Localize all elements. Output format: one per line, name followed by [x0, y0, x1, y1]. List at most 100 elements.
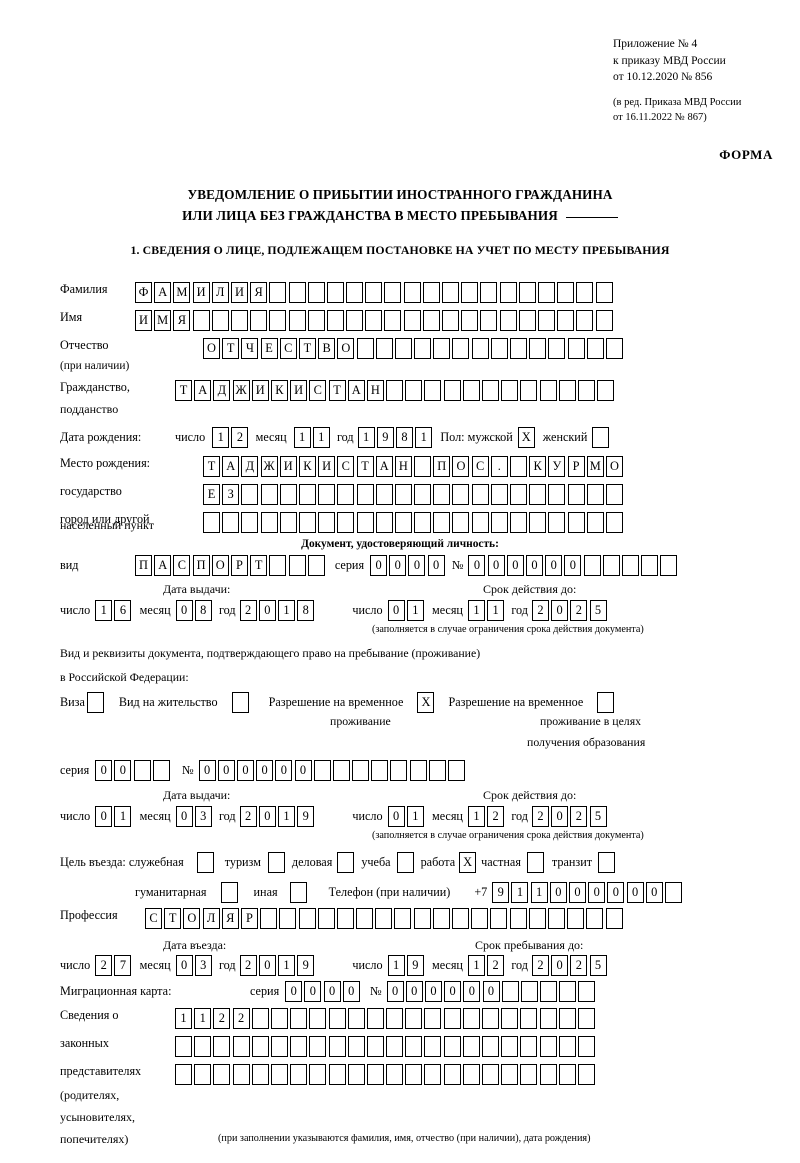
char-box[interactable]: 1: [387, 955, 405, 976]
char-box[interactable]: 0: [323, 981, 341, 1002]
char-box[interactable]: [307, 555, 325, 576]
char-box[interactable]: [539, 1036, 557, 1057]
char-box[interactable]: [462, 1036, 480, 1057]
char-box[interactable]: [152, 760, 170, 781]
char-box[interactable]: 0: [506, 555, 524, 576]
char-box[interactable]: [576, 282, 594, 303]
char-box[interactable]: С: [145, 908, 162, 929]
char-box[interactable]: 0: [545, 555, 563, 576]
char-box[interactable]: [501, 1064, 519, 1085]
char-box[interactable]: [501, 1008, 519, 1029]
char-box[interactable]: 0: [389, 555, 407, 576]
char-box[interactable]: 2: [531, 955, 549, 976]
char-box[interactable]: [422, 310, 440, 331]
char-box[interactable]: У: [548, 456, 566, 477]
char-box[interactable]: [279, 484, 297, 505]
char-box[interactable]: [309, 1036, 327, 1057]
char-box[interactable]: [480, 282, 498, 303]
char-box[interactable]: [442, 282, 459, 303]
char-box[interactable]: Д: [213, 380, 231, 401]
char-box[interactable]: [337, 512, 355, 533]
char-box[interactable]: М: [586, 456, 604, 477]
char-box[interactable]: Р: [240, 908, 258, 929]
char-box[interactable]: [595, 310, 613, 331]
char-box[interactable]: [520, 1008, 538, 1029]
char-box[interactable]: 0: [285, 981, 303, 1002]
char-box[interactable]: 0: [258, 806, 276, 827]
char-box[interactable]: [356, 908, 374, 929]
temp-residence-edu-checkbox[interactable]: [597, 692, 615, 713]
char-box[interactable]: [501, 981, 519, 1002]
char-box[interactable]: [241, 484, 259, 505]
char-box[interactable]: И: [318, 456, 336, 477]
char-box[interactable]: [482, 1008, 499, 1029]
char-box[interactable]: 9: [297, 955, 315, 976]
char-box[interactable]: 5: [589, 806, 607, 827]
char-box[interactable]: [405, 380, 423, 401]
char-box[interactable]: [384, 282, 402, 303]
char-box[interactable]: [510, 338, 527, 359]
char-box[interactable]: [578, 981, 596, 1002]
char-box[interactable]: [203, 512, 220, 533]
char-box[interactable]: 2: [570, 600, 588, 621]
char-box[interactable]: 0: [236, 760, 254, 781]
char-box[interactable]: [461, 310, 479, 331]
char-box[interactable]: 0: [294, 760, 312, 781]
char-box[interactable]: [288, 282, 306, 303]
char-box[interactable]: [518, 310, 536, 331]
char-box[interactable]: С: [279, 338, 297, 359]
char-box[interactable]: [605, 908, 623, 929]
char-box[interactable]: 1: [293, 427, 311, 448]
char-box[interactable]: [356, 338, 374, 359]
char-box[interactable]: [347, 1008, 365, 1029]
char-box[interactable]: 1: [212, 427, 230, 448]
char-box[interactable]: 0: [95, 760, 113, 781]
char-box[interactable]: И: [230, 282, 248, 303]
char-box[interactable]: 0: [424, 981, 442, 1002]
char-box[interactable]: И: [192, 282, 210, 303]
char-box[interactable]: 1: [467, 600, 485, 621]
char-box[interactable]: [433, 338, 451, 359]
char-box[interactable]: [443, 1036, 461, 1057]
char-box[interactable]: [394, 512, 412, 533]
char-box[interactable]: О: [605, 456, 623, 477]
char-box[interactable]: [390, 760, 408, 781]
char-box[interactable]: [577, 1036, 595, 1057]
char-box[interactable]: [194, 1064, 212, 1085]
char-box[interactable]: [318, 512, 336, 533]
char-box[interactable]: [375, 338, 393, 359]
char-box[interactable]: [558, 1064, 576, 1085]
char-box[interactable]: Ж: [232, 380, 250, 401]
char-box[interactable]: [288, 555, 306, 576]
char-box[interactable]: [433, 512, 451, 533]
char-box[interactable]: [558, 1008, 576, 1029]
char-box[interactable]: [602, 555, 620, 576]
visa-checkbox[interactable]: [86, 692, 104, 713]
char-box[interactable]: 1: [530, 882, 548, 903]
char-box[interactable]: 0: [95, 806, 113, 827]
char-box[interactable]: 0: [342, 981, 360, 1002]
char-box[interactable]: 0: [607, 882, 625, 903]
char-box[interactable]: [394, 908, 412, 929]
char-box[interactable]: [461, 282, 479, 303]
sex-female-checkbox[interactable]: [592, 427, 610, 448]
char-box[interactable]: 2: [531, 806, 549, 827]
char-box[interactable]: 1: [487, 600, 505, 621]
char-box[interactable]: [471, 338, 489, 359]
char-box[interactable]: 0: [175, 955, 193, 976]
char-box[interactable]: О: [452, 456, 470, 477]
char-box[interactable]: 0: [526, 555, 544, 576]
char-box[interactable]: [386, 1008, 404, 1029]
char-box[interactable]: 0: [444, 981, 462, 1002]
char-box[interactable]: [352, 760, 370, 781]
char-box[interactable]: К: [529, 456, 547, 477]
